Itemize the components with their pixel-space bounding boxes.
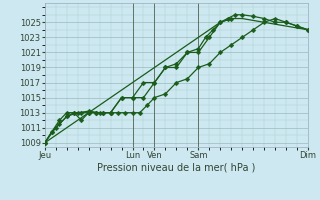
X-axis label: Pression niveau de la mer( hPa ): Pression niveau de la mer( hPa ) [97, 163, 256, 173]
